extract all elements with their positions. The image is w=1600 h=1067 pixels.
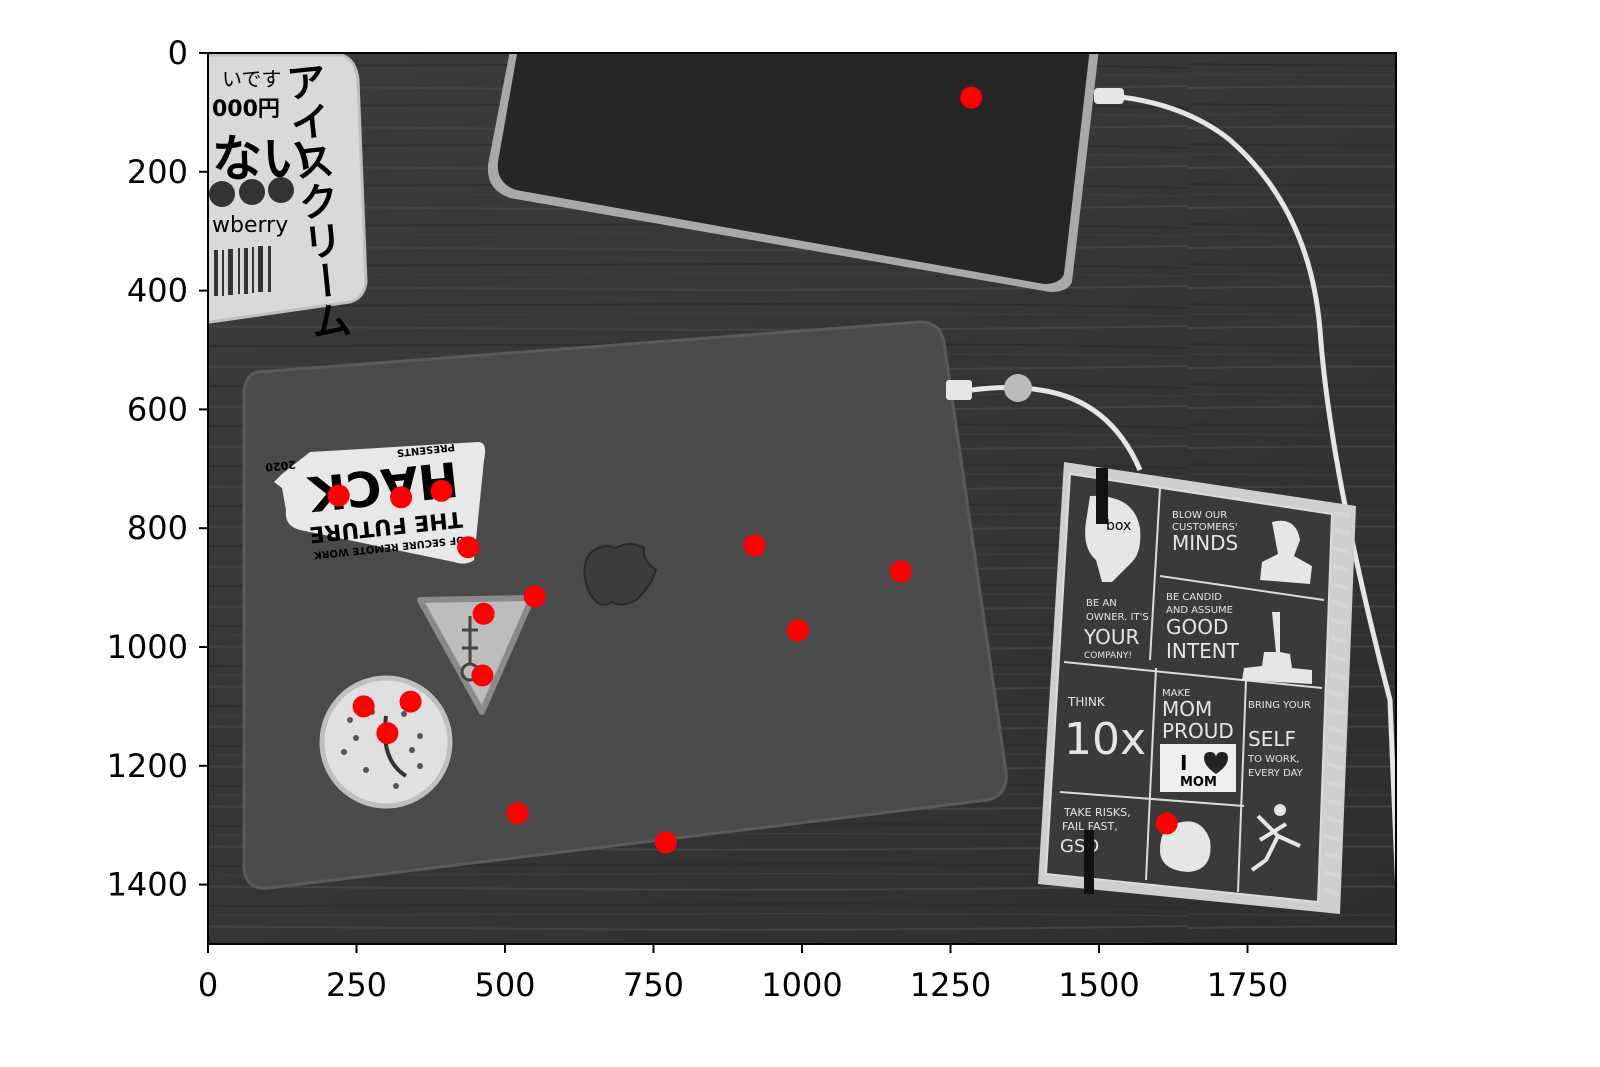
nb-blow-2: CUSTOMERS' bbox=[1172, 522, 1238, 533]
nb-blow-3: MINDS bbox=[1172, 531, 1238, 555]
card-text-2: 000円 bbox=[212, 97, 280, 122]
scatter-point-12 bbox=[352, 695, 375, 718]
apple-logo-icon bbox=[583, 543, 658, 606]
nb-self-4: EVERY DAY bbox=[1248, 768, 1304, 779]
scatter-point-17 bbox=[1155, 812, 1178, 835]
nb-mom-5: MOM bbox=[1180, 775, 1217, 790]
nb-mom-4: I bbox=[1180, 751, 1187, 775]
nb-self-2: SELF bbox=[1248, 727, 1296, 751]
nb-mom-1: MAKE bbox=[1162, 688, 1190, 699]
x-tick-label-1750: 1750 bbox=[1207, 966, 1288, 1004]
x-tick-label-0: 0 bbox=[198, 966, 218, 1004]
nb-self-1: BRING YOUR bbox=[1248, 700, 1311, 711]
nb-owner-4: COMPANY! bbox=[1084, 651, 1132, 661]
card-hearts bbox=[209, 177, 294, 207]
tablet bbox=[487, 53, 1396, 908]
triangle-sticker bbox=[417, 595, 535, 715]
notebook-spiral bbox=[1323, 510, 1351, 896]
scatter-point-6 bbox=[743, 534, 766, 557]
x-tick-label-1250: 1250 bbox=[910, 966, 991, 1004]
scatter-point-16 bbox=[654, 831, 677, 854]
nb-think-1: THINK bbox=[1067, 695, 1106, 709]
scatter-point-7 bbox=[889, 560, 912, 583]
y-tick-label-600: 600 bbox=[127, 390, 188, 428]
nb-mom-2: MOM bbox=[1162, 697, 1212, 721]
scatter-point-5 bbox=[457, 536, 480, 559]
y-tick-label-0: 0 bbox=[168, 34, 188, 72]
card-barcode bbox=[214, 246, 271, 296]
scatter-point-1 bbox=[960, 86, 983, 109]
scatter-points bbox=[327, 86, 1178, 854]
scatter-point-15 bbox=[506, 802, 529, 825]
y-tick-label-400: 400 bbox=[127, 272, 188, 310]
x-tick-label-500: 500 bbox=[474, 966, 535, 1004]
hack-year: 2020 bbox=[264, 458, 296, 474]
card-text-3: wberry bbox=[212, 213, 288, 238]
y-tick-label-1400: 1400 bbox=[107, 866, 188, 904]
nb-owner-3: YOUR bbox=[1083, 625, 1140, 649]
nb-candid-2: AND ASSUME bbox=[1166, 605, 1233, 616]
nb-candid-1: BE CANDID bbox=[1166, 592, 1222, 603]
x-axis: 0 250 500 750 1000 1250 1500 1750 bbox=[198, 944, 1288, 1004]
nb-risks-2: FAIL FAST, bbox=[1062, 820, 1118, 833]
scatter-point-3 bbox=[390, 486, 413, 509]
x-tick-label-1000: 1000 bbox=[761, 966, 842, 1004]
nb-owner-1: BE AN bbox=[1086, 598, 1117, 609]
ice-cream-card: いです 000円 wberry アイスクリーム ない bbox=[208, 53, 368, 343]
y-axis: 0 200 400 600 800 1000 1200 1400 bbox=[107, 34, 208, 904]
scatter-point-2 bbox=[327, 484, 350, 507]
scatter-point-10 bbox=[786, 619, 809, 642]
nb-risks-1: TAKE RISKS, bbox=[1063, 806, 1131, 819]
nb-candid-3: GOOD bbox=[1166, 615, 1228, 639]
scatter-point-8 bbox=[523, 585, 546, 608]
x-tick-label-250: 250 bbox=[326, 966, 387, 1004]
y-tick-label-800: 800 bbox=[127, 509, 188, 547]
y-tick-label-200: 200 bbox=[127, 153, 188, 191]
nb-think-2: 10x bbox=[1064, 714, 1146, 765]
x-tick-label-1500: 1500 bbox=[1058, 966, 1139, 1004]
y-tick-label-1000: 1000 bbox=[107, 628, 188, 666]
scatter-point-14 bbox=[376, 722, 399, 745]
x-tick-label-750: 750 bbox=[623, 966, 684, 1004]
background-photo: いです 000円 wberry アイスクリーム ない bbox=[208, 53, 1396, 944]
scatter-point-4 bbox=[430, 479, 453, 502]
heart-icon bbox=[1204, 752, 1228, 774]
nb-self-3: TO WORK, bbox=[1247, 754, 1300, 765]
nb-candid-4: INTENT bbox=[1166, 639, 1240, 663]
card-big-glyph: ない bbox=[212, 130, 312, 188]
nb-owner-2: OWNER. IT'S bbox=[1086, 612, 1149, 623]
y-tick-label-1200: 1200 bbox=[107, 747, 188, 785]
nb-brand: box bbox=[1106, 518, 1131, 534]
scatter-point-13 bbox=[399, 690, 422, 713]
card-text-1: いです bbox=[222, 67, 281, 91]
nb-blow-1: BLOW OUR bbox=[1172, 510, 1227, 521]
scatter-point-11 bbox=[471, 664, 494, 687]
notebook: box BLOW OUR CUSTOMERS' MINDS BE AN OWNE… bbox=[1038, 462, 1356, 914]
nb-mom-3: PROUD bbox=[1162, 719, 1234, 743]
scatter-point-9 bbox=[472, 602, 495, 625]
